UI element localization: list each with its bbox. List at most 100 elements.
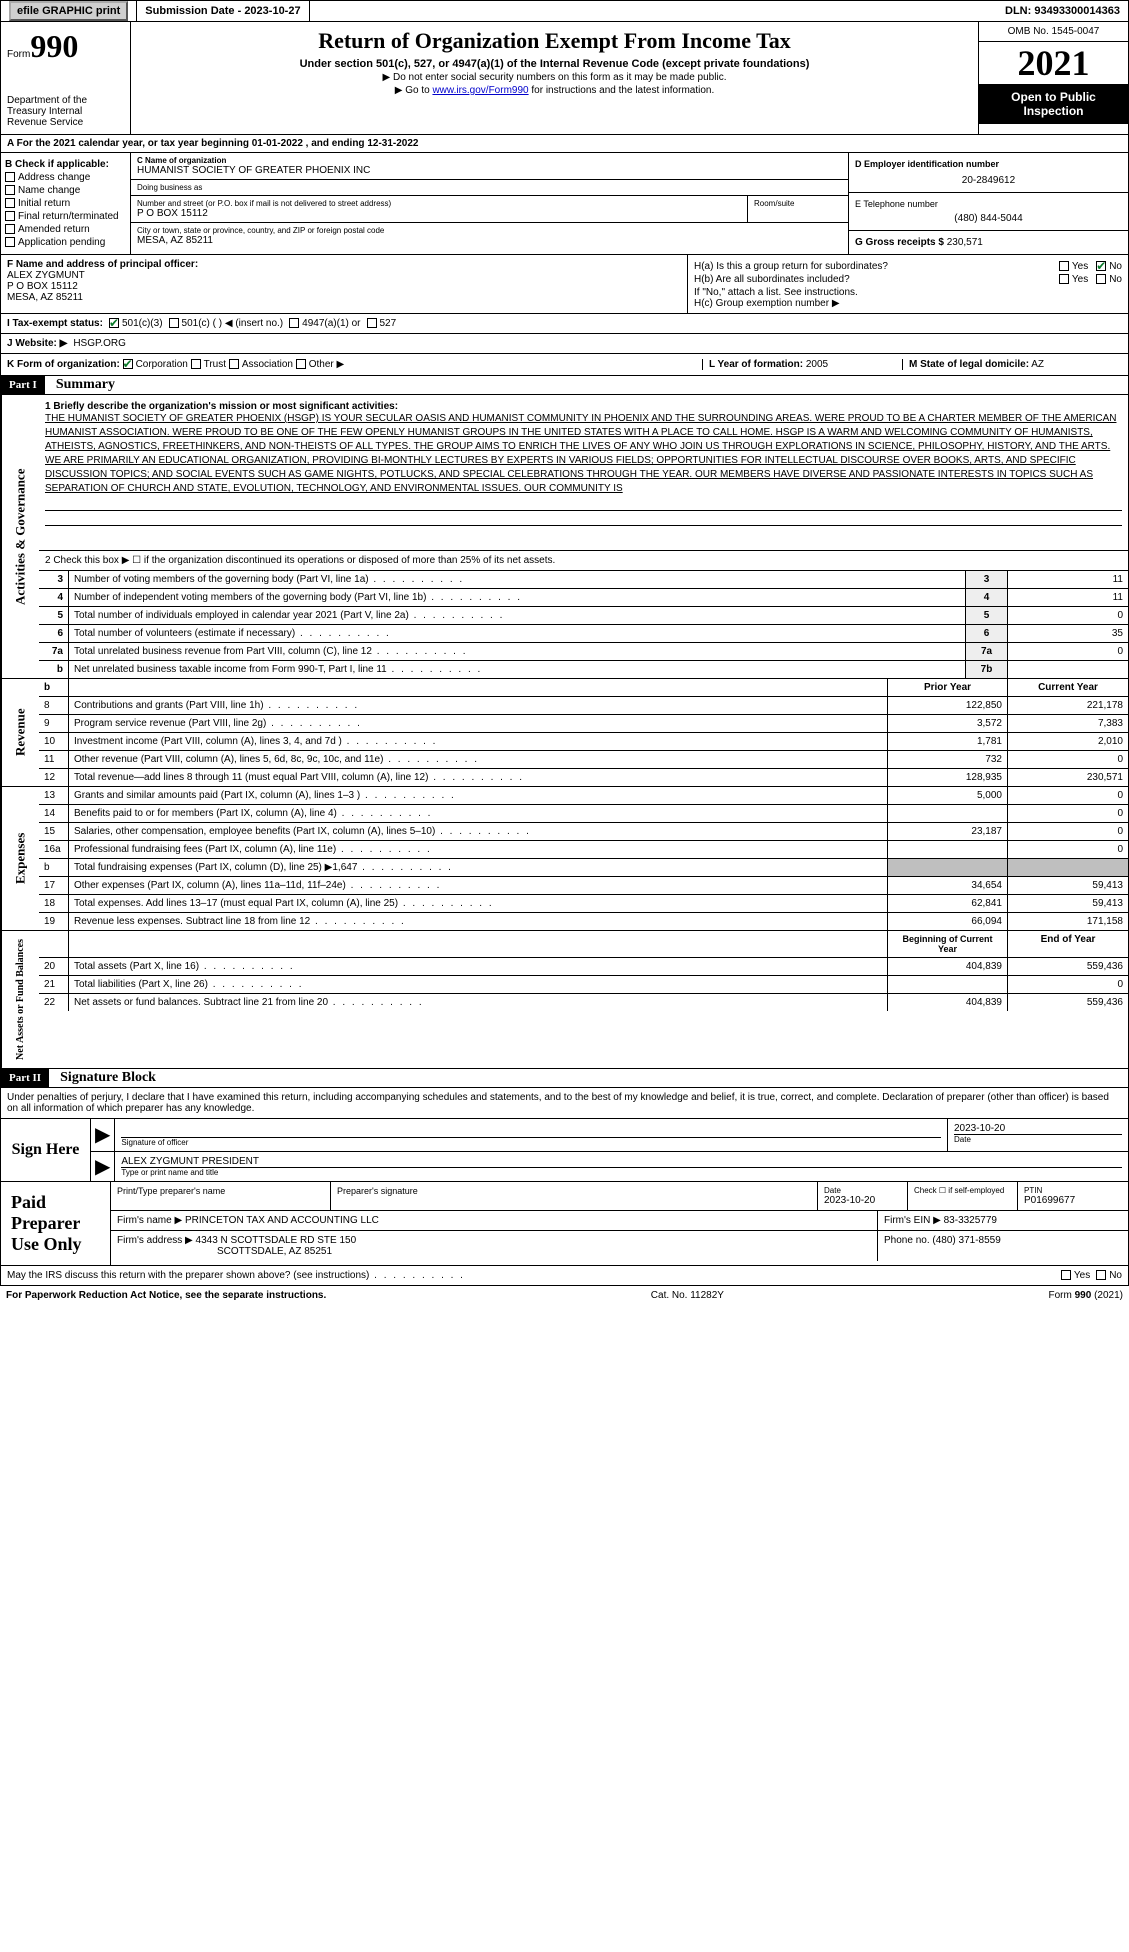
mission-block: 1 Briefly describe the organization's mi… bbox=[39, 395, 1128, 551]
officer-addr2: MESA, AZ 85211 bbox=[7, 292, 681, 303]
footer-mid: Cat. No. 11282Y bbox=[651, 1290, 724, 1301]
k-corp[interactable]: Corporation bbox=[123, 359, 188, 370]
ein-value: 20-2849612 bbox=[855, 175, 1122, 186]
chk-final[interactable]: Final return/terminated bbox=[5, 211, 126, 222]
omb-block: OMB No. 1545-0047 2021 Open to Public In… bbox=[978, 22, 1128, 134]
vtab-revenue: Revenue bbox=[1, 679, 39, 786]
table-row: 18Total expenses. Add lines 13–17 (must … bbox=[39, 895, 1128, 913]
table-row: 14Benefits paid to or for members (Part … bbox=[39, 805, 1128, 823]
mission-label: 1 Briefly describe the organization's mi… bbox=[45, 401, 1122, 412]
form-id-block: Form990 Department of the Treasury Inter… bbox=[1, 22, 131, 134]
form-title: Return of Organization Exempt From Incom… bbox=[143, 28, 966, 54]
hb-row: H(b) Are all subordinates included? Yes … bbox=[694, 274, 1122, 285]
table-row: 6Total number of volunteers (estimate if… bbox=[39, 625, 1128, 643]
section-bcdeg: B Check if applicable: Address change Na… bbox=[0, 153, 1129, 255]
current-year-header: Current Year bbox=[1008, 679, 1128, 696]
efile-print: efile GRAPHIC print bbox=[1, 1, 137, 21]
g-cell: G Gross receipts $ 230,571 bbox=[849, 231, 1128, 254]
e-cell: E Telephone number (480) 844-5044 bbox=[849, 193, 1128, 231]
table-row: bTotal fundraising expenses (Part IX, co… bbox=[39, 859, 1128, 877]
firm-phone-label: Phone no. bbox=[884, 1235, 930, 1246]
m-block: M State of legal domicile: AZ bbox=[902, 359, 1122, 370]
chk-amended[interactable]: Amended return bbox=[5, 224, 126, 235]
i-501c[interactable]: 501(c) ( ) ◀ (insert no.) bbox=[169, 318, 284, 329]
sig-officer-row: ▶ Signature of officer 2023-10-20 Date bbox=[91, 1119, 1128, 1152]
prep-name-label: Print/Type preparer's name bbox=[111, 1182, 331, 1210]
dept-label: Department of the Treasury Internal Reve… bbox=[7, 95, 124, 128]
prior-year-header: Prior Year bbox=[888, 679, 1008, 696]
col-b: B Check if applicable: Address change Na… bbox=[1, 153, 131, 254]
firm-addr2: SCOTTSDALE, AZ 85251 bbox=[217, 1246, 332, 1257]
i-501c3[interactable]: 501(c)(3) bbox=[109, 318, 163, 329]
begin-year-header: Beginning of Current Year bbox=[888, 931, 1008, 957]
discuss-row: May the IRS discuss this return with the… bbox=[0, 1266, 1129, 1286]
col-c: C Name of organization HUMANIST SOCIETY … bbox=[131, 153, 848, 254]
table-row: 5Total number of individuals employed in… bbox=[39, 607, 1128, 625]
firm-addr1: 4343 N SCOTTSDALE RD STE 150 bbox=[196, 1235, 357, 1246]
prep-sig-label: Preparer's signature bbox=[331, 1182, 818, 1210]
org-name: HUMANIST SOCIETY OF GREATER PHOENIX INC bbox=[137, 165, 842, 176]
part2-badge: Part II bbox=[1, 1069, 49, 1087]
table-row: 15Salaries, other compensation, employee… bbox=[39, 823, 1128, 841]
city-value: MESA, AZ 85211 bbox=[137, 235, 842, 246]
paid-preparer-block: Paid Preparer Use Only Print/Type prepar… bbox=[1, 1181, 1128, 1265]
room-label: Room/suite bbox=[754, 199, 842, 208]
discuss-yes[interactable]: Yes bbox=[1061, 1270, 1090, 1281]
ha-no[interactable]: No bbox=[1096, 261, 1122, 272]
row-j: J Website: ▶ HSGP.ORG bbox=[0, 334, 1129, 354]
street-label: Number and street (or P.O. box if mail i… bbox=[137, 199, 741, 208]
hb-yes[interactable]: Yes bbox=[1059, 274, 1088, 285]
discuss-no[interactable]: No bbox=[1096, 1270, 1122, 1281]
row-klm: K Form of organization: Corporation Trus… bbox=[0, 354, 1129, 376]
form-number: 990 bbox=[30, 28, 78, 64]
l-block: L Year of formation: 2005 bbox=[702, 359, 902, 370]
firm-addr-label: Firm's address ▶ bbox=[117, 1235, 193, 1246]
vtab-expenses: Expenses bbox=[1, 787, 39, 930]
sig-name-label: Type or print name and title bbox=[121, 1167, 1122, 1177]
irs-link[interactable]: www.irs.gov/Form990 bbox=[432, 85, 528, 96]
k-assoc[interactable]: Association bbox=[229, 359, 293, 370]
b-title: B Check if applicable: bbox=[5, 159, 126, 170]
self-emp-label: Check ☐ if self-employed bbox=[908, 1182, 1018, 1210]
chk-pending[interactable]: Application pending bbox=[5, 237, 126, 248]
sig-officer-label: Signature of officer bbox=[121, 1137, 941, 1147]
part1-header: Part I Summary bbox=[0, 376, 1129, 395]
chk-name[interactable]: Name change bbox=[5, 185, 126, 196]
table-row: 16aProfessional fundraising fees (Part I… bbox=[39, 841, 1128, 859]
hb-no[interactable]: No bbox=[1096, 274, 1122, 285]
firm-name-row: Firm's name ▶ PRINCETON TAX AND ACCOUNTI… bbox=[111, 1211, 1128, 1231]
f-block: F Name and address of principal officer:… bbox=[1, 255, 688, 313]
footer-left: For Paperwork Reduction Act Notice, see … bbox=[6, 1290, 326, 1301]
paid-title: Paid Preparer Use Only bbox=[1, 1182, 111, 1265]
dln: DLN: 93493300014363 bbox=[997, 1, 1128, 21]
footer: For Paperwork Reduction Act Notice, see … bbox=[0, 1286, 1129, 1305]
c-street-row: Number and street (or P.O. box if mail i… bbox=[131, 196, 848, 223]
governance-section: Activities & Governance 1 Briefly descri… bbox=[0, 395, 1129, 679]
ptin-value: P01699677 bbox=[1024, 1195, 1122, 1206]
i-527[interactable]: 527 bbox=[367, 318, 397, 329]
table-row: bNet unrelated business taxable income f… bbox=[39, 661, 1128, 678]
firm-name-label: Firm's name ▶ bbox=[117, 1215, 182, 1226]
d-cell: D Employer identification number 20-2849… bbox=[849, 153, 1128, 193]
ha-yes[interactable]: Yes bbox=[1059, 261, 1088, 272]
chk-address[interactable]: Address change bbox=[5, 172, 126, 183]
k-trust[interactable]: Trust bbox=[191, 359, 226, 370]
table-row: 13Grants and similar amounts paid (Part … bbox=[39, 787, 1128, 805]
prep-date-label: Date bbox=[824, 1186, 901, 1195]
k-other[interactable]: Other ▶ bbox=[296, 359, 344, 370]
hb-label: H(b) Are all subordinates included? bbox=[694, 274, 1051, 285]
chk-initial[interactable]: Initial return bbox=[5, 198, 126, 209]
part2-title: Signature Block bbox=[60, 1070, 156, 1085]
gross-label: G Gross receipts $ bbox=[855, 237, 944, 248]
table-row: 22Net assets or fund balances. Subtract … bbox=[39, 994, 1128, 1011]
hint-post: for instructions and the latest informat… bbox=[529, 85, 715, 96]
col-deg: D Employer identification number 20-2849… bbox=[848, 153, 1128, 254]
m-value: AZ bbox=[1031, 359, 1044, 370]
form-subtitle: Under section 501(c), 527, or 4947(a)(1)… bbox=[143, 58, 966, 70]
row-a: A For the 2021 calendar year, or tax yea… bbox=[0, 135, 1129, 153]
officer-name: ALEX ZYGMUNT bbox=[7, 270, 681, 281]
footer-right: Form 990 (2021) bbox=[1049, 1290, 1123, 1301]
i-4947[interactable]: 4947(a)(1) or bbox=[289, 318, 360, 329]
table-row: 4Number of independent voting members of… bbox=[39, 589, 1128, 607]
rev-header-row: b Prior Year Current Year bbox=[39, 679, 1128, 697]
